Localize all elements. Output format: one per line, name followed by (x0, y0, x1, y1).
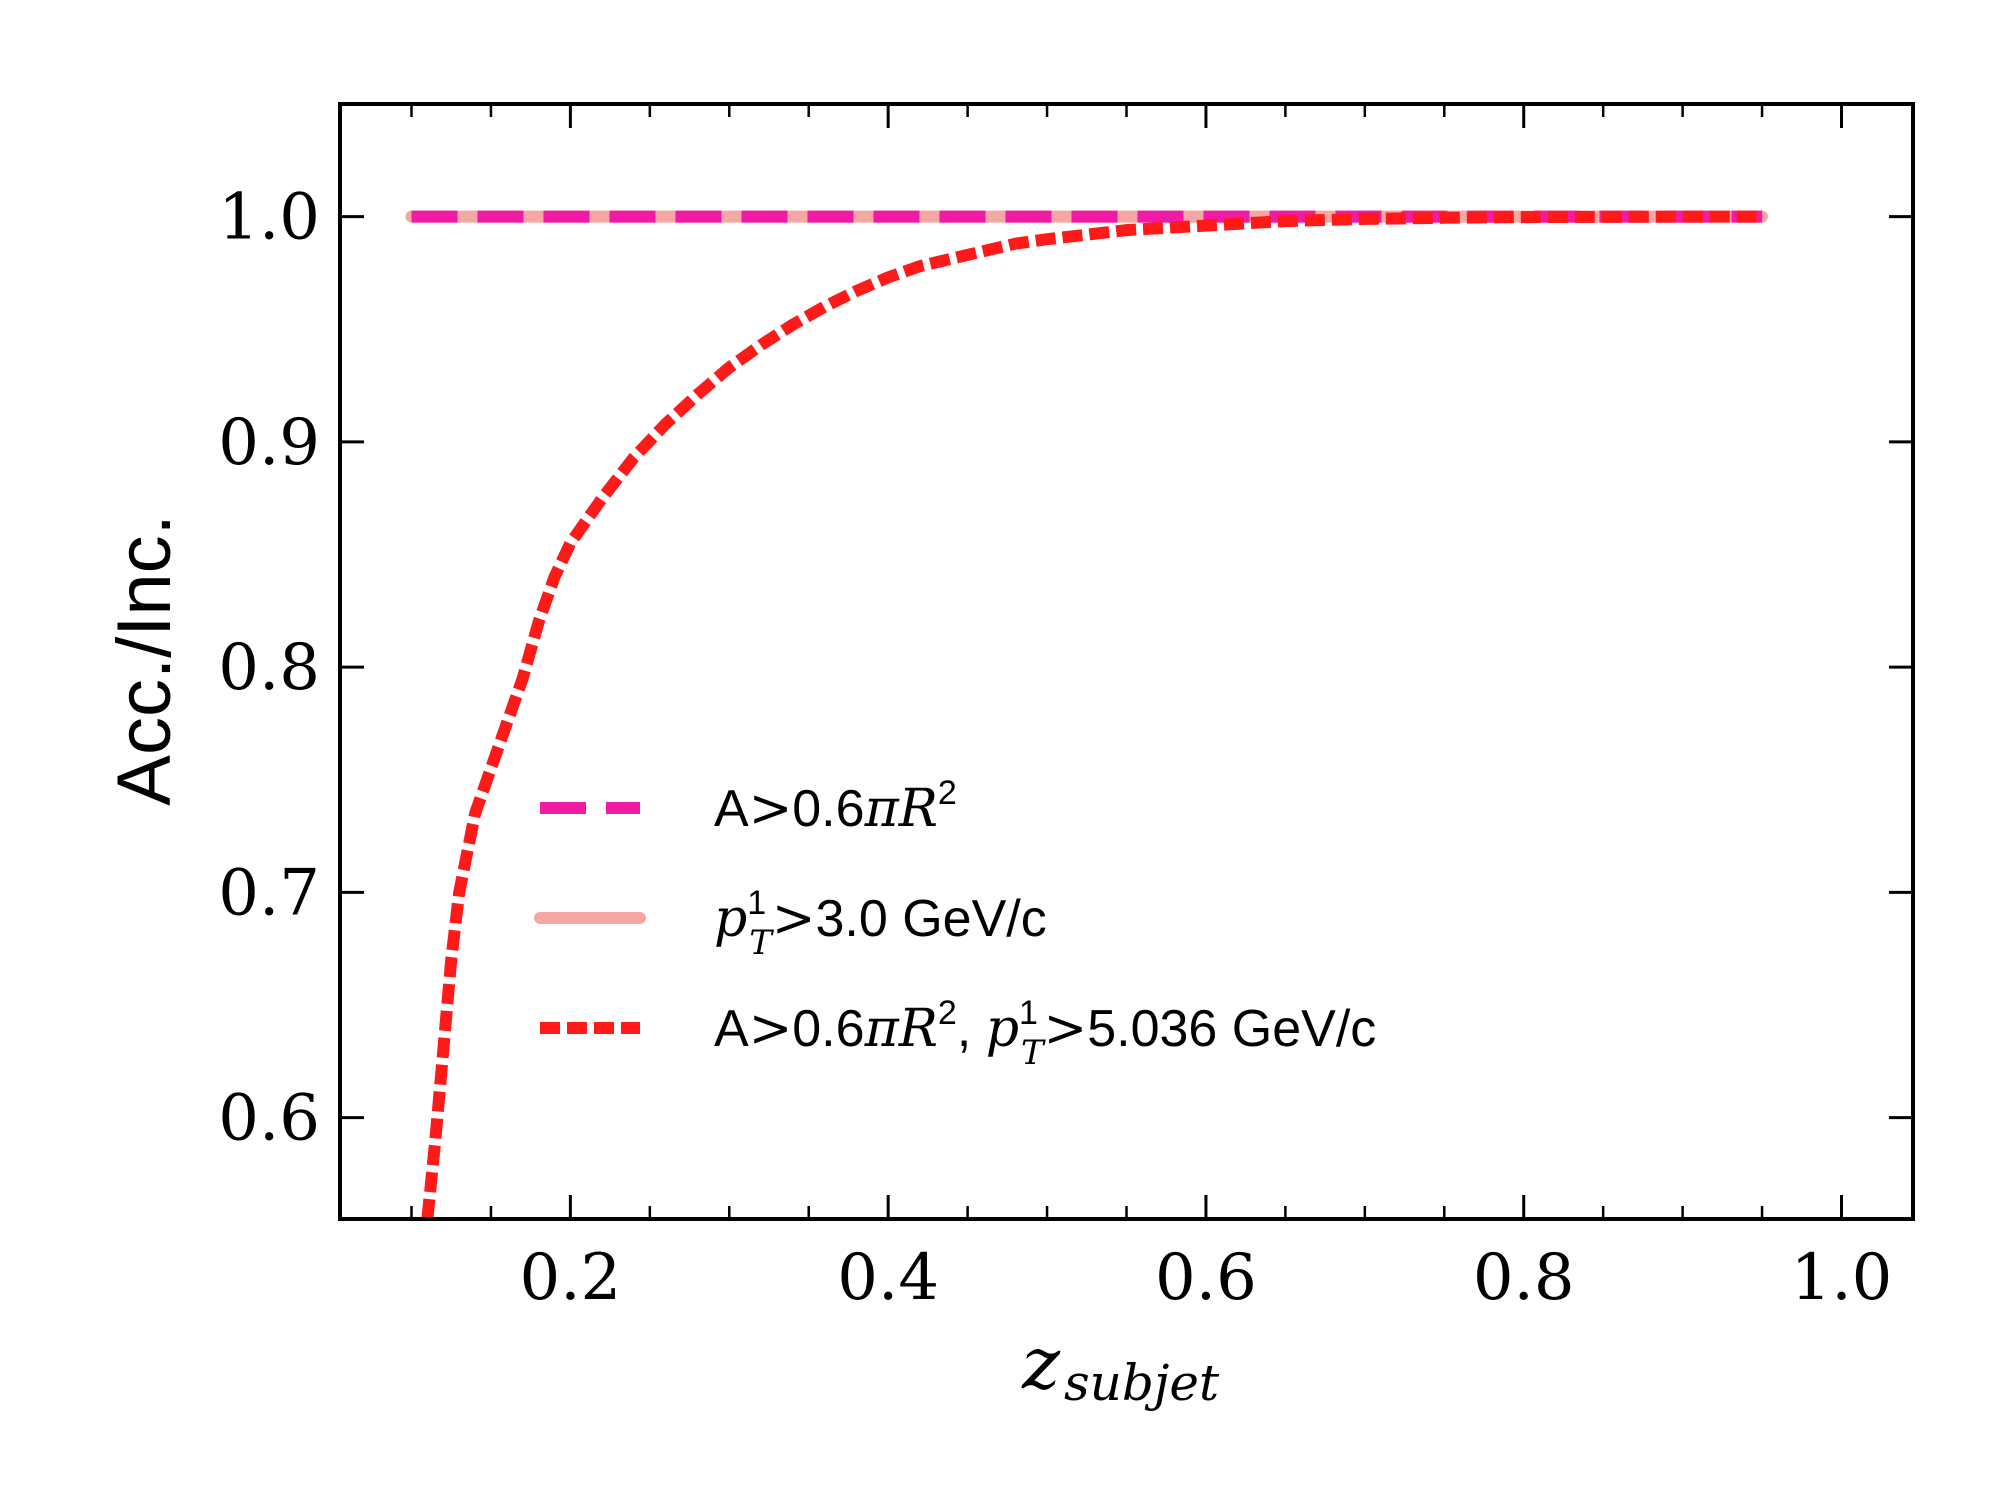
x-axis-label: z subjet (1021, 1321, 1220, 1412)
legend-part: 2 (938, 774, 957, 812)
x-axis-label-subscript: subjet (1064, 1354, 1220, 1412)
x-tick-label: 0.4 (837, 1241, 939, 1315)
x-axis-label-main: z (1021, 1321, 1061, 1405)
legend-part: 3.0 GeV/c (815, 890, 1046, 948)
legend: A>0.6πR2 p1 T>3.0 GeV/c A>0.6πR2, p1 T>5.0… (534, 774, 1376, 1073)
legend-entry-combined-cut: A>0.6πR2, p1 T>5.036 GeV/c (540, 994, 1376, 1073)
legend-part: 0.6 (792, 1000, 864, 1058)
y-tick-label: 1.0 (218, 181, 320, 255)
legend-part: p (986, 999, 1019, 1059)
x-tick-label: 0.6 (1155, 1241, 1257, 1315)
legend-label-pt-cut: p1 T>3.0 GeV/c (714, 884, 1047, 963)
legend-part: R (898, 999, 938, 1059)
legend-part: > (749, 779, 793, 839)
legend-part: 1 (1019, 994, 1038, 1032)
legend-part: > (749, 999, 793, 1059)
series-layer (405, 210, 1769, 1220)
legend-part: > (772, 889, 816, 949)
y-axis-label: Acc./Inc. (102, 514, 187, 805)
legend-part: , (957, 1000, 986, 1058)
y-tick-label: 0.6 (218, 1082, 320, 1156)
legend-part: p (714, 889, 747, 949)
legend-part: T (749, 923, 774, 963)
y-tick-label: 0.7 (218, 856, 320, 930)
legend-part: A (714, 1000, 749, 1058)
legend-part: 1 (747, 884, 766, 922)
x-tick-label: 0.8 (1473, 1241, 1575, 1315)
legend-part: T (1021, 1033, 1046, 1073)
legend-entry-pt-cut: p1 T>3.0 GeV/c (534, 884, 1047, 963)
legend-part: 2 (938, 994, 957, 1032)
legend-label-area-cut: A>0.6πR2 (714, 774, 957, 839)
legend-part: 5.036 GeV/c (1087, 1000, 1376, 1058)
y-tick-label: 0.9 (218, 406, 320, 480)
legend-part: π (864, 999, 900, 1059)
legend-part: R (898, 779, 938, 839)
tick-layer: 0.2 0.4 0.6 0.8 1.0 0.6 0.7 0.8 0.9 1.0 (218, 104, 1913, 1315)
y-tick-label: 0.8 (218, 631, 320, 705)
legend-entry-area-cut: A>0.6πR2 (540, 774, 957, 839)
x-tick-label: 0.2 (519, 1241, 621, 1315)
legend-part: A (714, 780, 749, 838)
legend-label-combined-cut: A>0.6πR2, p1 T>5.036 GeV/c (714, 994, 1376, 1073)
series-line-0 (421, 210, 1763, 1220)
legend-part: π (864, 779, 900, 839)
legend-part: 0.6 (792, 780, 864, 838)
legend-part: > (1044, 999, 1088, 1059)
x-tick-label: 1.0 (1791, 1241, 1893, 1315)
